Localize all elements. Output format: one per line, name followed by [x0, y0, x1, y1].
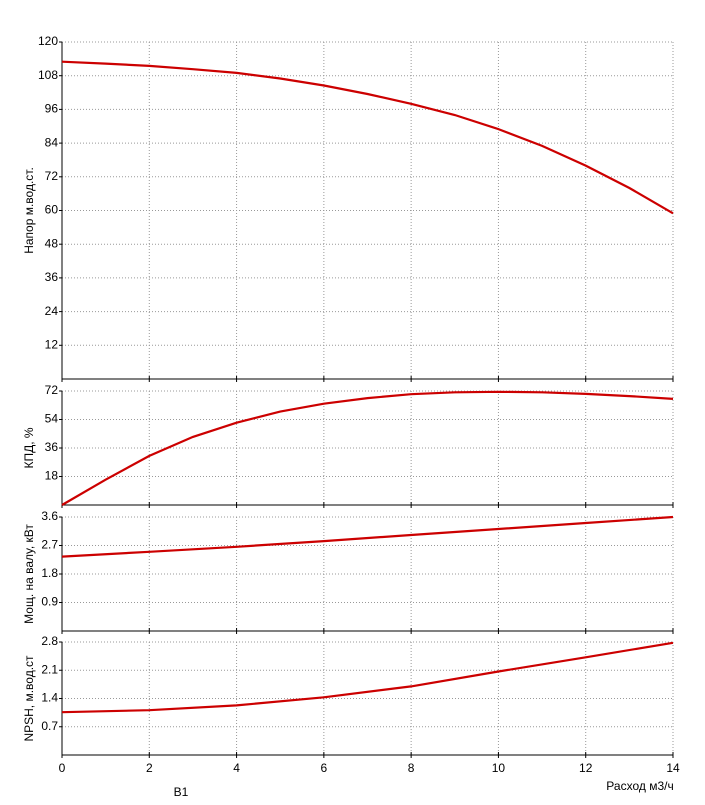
- x-tick-label: 8: [408, 761, 415, 775]
- y-tick-label: 84: [45, 135, 59, 149]
- y-tick-label: 0.7: [41, 719, 58, 733]
- x-tick-label: 2: [146, 761, 153, 775]
- y-axis-label: Мощ. на валу, кВт: [22, 524, 36, 624]
- y-tick-label: 60: [45, 203, 59, 217]
- y-tick-label: 24: [45, 304, 59, 318]
- curve: [61, 60, 674, 215]
- y-tick-label: 120: [38, 34, 58, 48]
- y-tick-label: 54: [45, 412, 59, 426]
- y-tick-label: 36: [45, 270, 59, 284]
- x-tick-label: 10: [492, 761, 506, 775]
- y-axis-label: КПД, %: [22, 427, 36, 468]
- x-axis-label: Расход м3/ч: [606, 779, 673, 793]
- y-tick-label: 36: [45, 440, 59, 454]
- y-tick-label: 72: [45, 383, 59, 397]
- x-tick-label: 4: [233, 761, 240, 775]
- y-tick-label: 12: [45, 337, 59, 351]
- legend-label: B1: [174, 785, 189, 799]
- y-tick-label: 0.9: [41, 595, 58, 609]
- curve: [61, 641, 674, 714]
- y-tick-label: 108: [38, 68, 58, 82]
- y-tick-label: 2.1: [41, 662, 58, 676]
- y-tick-label: 48: [45, 236, 59, 250]
- y-tick-label: 1.4: [41, 691, 58, 705]
- y-axis-label: Напор м.вод.ст.: [22, 167, 36, 254]
- y-axis-label: NPSH, м.вод.ст: [22, 655, 36, 742]
- x-tick-label: 12: [579, 761, 593, 775]
- curve: [61, 390, 674, 506]
- y-tick-label: 18: [45, 469, 59, 483]
- y-tick-label: 3.6: [41, 509, 58, 523]
- y-tick-label: 1.8: [41, 566, 58, 580]
- curve: [61, 515, 674, 558]
- x-tick-label: 6: [321, 761, 328, 775]
- y-tick-label: 96: [45, 102, 59, 116]
- y-tick-label: 2.7: [41, 538, 58, 552]
- x-tick-label: 14: [666, 761, 680, 775]
- y-tick-label: 72: [45, 169, 59, 183]
- y-tick-label: 2.8: [41, 634, 58, 648]
- x-tick-label: 0: [59, 761, 66, 775]
